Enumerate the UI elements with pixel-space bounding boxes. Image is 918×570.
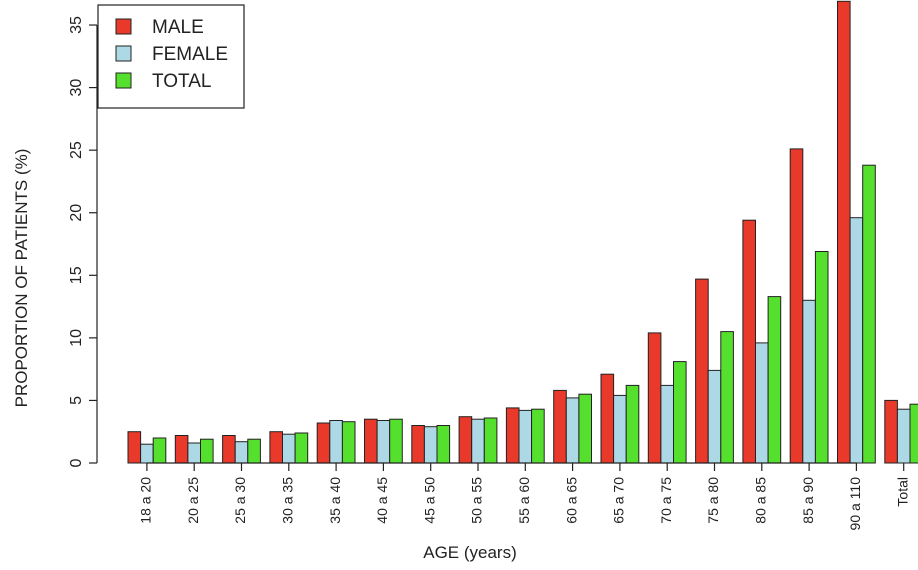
bar-total-8: [531, 408, 545, 464]
bar-total-1: [200, 438, 214, 464]
bar-female-10: [613, 394, 627, 464]
bar-total-11: [673, 361, 687, 464]
bar-male-15: [837, 0, 851, 464]
bar-female-5: [376, 420, 391, 464]
bar-male-8: [505, 407, 520, 464]
x-tick-label-5: 40 a 45: [374, 477, 390, 524]
bar-female-8: [518, 409, 533, 464]
legend-label-female: FEMALE: [152, 44, 228, 65]
bar-male-14: [789, 148, 804, 464]
bar-total-10: [625, 384, 640, 464]
x-tick-label-15: 90 a 110: [847, 477, 863, 531]
y-axis: 0 5 10 15 20 25 30 35: [68, 16, 98, 467]
bar-female-7: [471, 418, 485, 464]
bar-total-4: [341, 421, 356, 464]
bar-male-11: [647, 332, 662, 464]
bar-male-3: [269, 431, 283, 464]
y-tick-label-30: 30: [68, 79, 85, 97]
x-tick-label-8: 55 a 60: [516, 477, 532, 524]
legend-swatch-female: [115, 45, 132, 62]
legend-label-total: TOTAL: [152, 71, 211, 92]
x-tick-label-7: 50 a 55: [469, 477, 485, 524]
x-tick-label-4: 35 a 40: [327, 477, 343, 524]
y-tick-label-0: 0: [68, 458, 85, 467]
y-tick-label-35: 35: [68, 16, 85, 34]
x-tick-label-10: 65 a 70: [611, 477, 627, 524]
x-tick-label-1: 20 a 25: [185, 477, 201, 524]
bar-female-15: [849, 217, 864, 464]
bar-female-6: [423, 426, 438, 464]
y-axis-title: PROPORTION OF PATIENTS (%): [12, 149, 31, 408]
x-tick-label-12: 75 a 80: [705, 477, 721, 524]
x-tick-label-0: 18 a 20: [138, 477, 154, 524]
bar-female-3: [282, 433, 296, 464]
legend: MALE FEMALE TOTAL: [97, 4, 245, 109]
bar-total-15: [862, 164, 876, 464]
bar-total-5: [389, 418, 403, 464]
x-tick-label-9: 60 a 65: [563, 477, 579, 524]
bar-male-12: [695, 278, 709, 464]
bar-female-1: [187, 442, 201, 464]
x-tick-label-14: 85 a 90: [800, 477, 816, 524]
bar-female-9: [565, 397, 580, 464]
x-axis: 18 a 20 20 a 25 25 a 30 30 a 35 35 a 40 40 a …: [138, 462, 910, 531]
y-tick-label-15: 15: [68, 266, 85, 284]
bar-male-5: [364, 418, 378, 464]
bar-total-9: [578, 393, 593, 464]
bar-male-4: [316, 422, 331, 464]
bar-female-13: [755, 342, 769, 464]
bar-female-4: [329, 420, 343, 464]
legend-label-male: MALE: [152, 17, 204, 38]
bar-total-7: [483, 417, 498, 464]
bar-total-14: [814, 251, 829, 464]
y-tick-label-20: 20: [68, 204, 85, 222]
bar-total-2: [247, 438, 261, 464]
y-tick-label-5: 5: [68, 396, 85, 405]
x-axis-title: AGE (years): [423, 543, 517, 562]
x-tick-label-6: 45 a 50: [421, 477, 437, 524]
x-tick-label-11: 70 a 75: [658, 477, 674, 524]
bar-male-1: [174, 435, 189, 464]
legend-swatch-total: [115, 72, 132, 89]
bar-female-16: [896, 408, 911, 464]
bar-male-2: [222, 435, 236, 464]
bar-total-12: [720, 331, 734, 464]
y-tick-label-10: 10: [68, 329, 85, 347]
bar-male-16: [884, 399, 898, 464]
bar-total-6: [436, 425, 451, 464]
bar-male-13: [742, 219, 757, 464]
bar-male-7: [458, 416, 473, 464]
bar-male-6: [411, 425, 425, 464]
x-tick-label-2: 25 a 30: [232, 477, 248, 524]
bar-female-2: [234, 441, 249, 464]
bar-total-3: [294, 432, 309, 464]
bar-total-0: [152, 437, 167, 464]
x-tick-label-16: Total: [894, 477, 910, 507]
bar-male-0: [127, 431, 142, 464]
x-tick-label-13: 80 a 85: [753, 477, 769, 524]
bar-total-13: [767, 296, 782, 464]
bar-female-11: [660, 384, 675, 464]
bar-male-10: [600, 373, 615, 464]
bar-female-14: [802, 299, 816, 464]
bar-male-9: [553, 389, 567, 464]
y-tick-label-25: 25: [68, 141, 85, 159]
bar-female-0: [140, 443, 154, 464]
bars-group: [127, 0, 918, 464]
legend-swatch-male: [115, 18, 132, 35]
bar-female-12: [707, 369, 722, 464]
bar-total-16: [909, 403, 918, 464]
x-tick-label-3: 30 a 35: [280, 477, 296, 524]
